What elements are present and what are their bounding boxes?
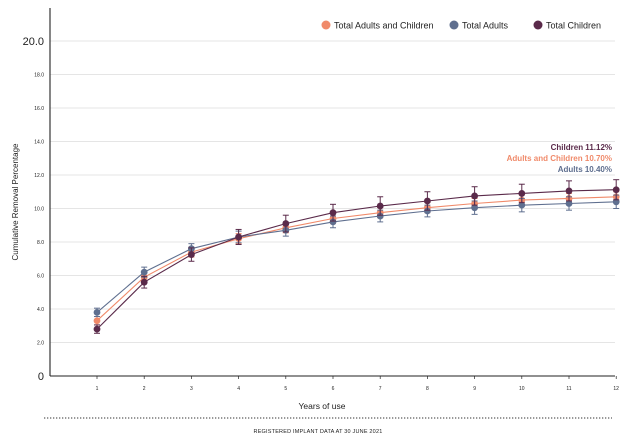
series-line-1 <box>96 201 617 313</box>
legend-marker-children <box>533 20 543 30</box>
x-tick-label-4: 4 <box>237 386 240 392</box>
y-tick-label-4: 4.0 <box>37 307 44 313</box>
data-point-1-11 <box>565 200 573 207</box>
data-point-1-10 <box>518 201 526 209</box>
y-axis-title: Cumulative Removal Percentage <box>11 143 20 260</box>
annotation-adults-children: Adults and Children 10.70% <box>507 154 612 163</box>
data-point-2-3 <box>188 251 195 258</box>
y-tick-label-14: 14.0 <box>34 139 44 145</box>
legend-label-children: Total Children <box>546 21 601 31</box>
y-tick-label-16: 16.0 <box>34 106 44 112</box>
data-point-2-5 <box>282 220 290 227</box>
legend-marker-adults <box>449 20 459 30</box>
data-point-1-7 <box>376 212 384 220</box>
data-point-2-7 <box>376 202 384 210</box>
data-point-1-8 <box>424 207 431 215</box>
y-tick-label-20: 20.0 <box>23 36 44 48</box>
x-tick-label-10: 10 <box>519 386 525 392</box>
axes <box>49 8 617 379</box>
data-point-1-6 <box>329 218 337 226</box>
legend: Total Adults and Children Total Adults T… <box>321 20 601 31</box>
x-tick-label-3: 3 <box>190 386 193 392</box>
x-tick-label-12: 12 <box>613 386 619 392</box>
end-annotations: Children 11.12% Adults and Children 10.7… <box>507 143 612 174</box>
x-tick-label-11: 11 <box>566 386 571 392</box>
x-tick-label-9: 9 <box>473 386 476 392</box>
y-tick-label-10: 10.0 <box>34 206 44 212</box>
data-point-2-8 <box>424 197 431 205</box>
y-tick-label-8: 8.0 <box>37 240 44 246</box>
y-tick-label-0: 0 <box>38 371 44 383</box>
y-tick-label-2: 2.0 <box>37 340 44 346</box>
annotation-children: Children 11.12% <box>551 143 612 152</box>
data-point-0-1 <box>93 317 101 325</box>
series-line-2 <box>96 189 617 330</box>
x-tick-label-1: 1 <box>96 386 99 392</box>
x-tick-label-2: 2 <box>143 386 146 392</box>
x-tick-label-6: 6 <box>332 386 335 392</box>
x-tick-labels: 1 2 3 4 5 6 7 8 9 10 11 12 <box>96 386 620 392</box>
x-tick-label-5: 5 <box>284 386 287 392</box>
x-axis-title: Years of use <box>299 401 346 411</box>
x-tick-label-8: 8 <box>426 386 429 392</box>
series-1 <box>93 194 620 318</box>
legend-marker-adults-children <box>321 20 331 30</box>
annotation-adults: Adults 10.40% <box>558 165 612 174</box>
legend-label-adults-children: Total Adults and Children <box>334 21 434 31</box>
series-2 <box>93 179 620 334</box>
data-point-1-1 <box>93 308 101 316</box>
y-tick-labels: 0 2.0 4.0 6.0 8.0 10.0 12.0 14.0 16.0 18.0 20.0 <box>23 36 45 383</box>
y-tick-label-12: 12.0 <box>34 173 44 179</box>
legend-label-adults: Total Adults <box>462 21 509 31</box>
data-point-2-10 <box>518 190 526 197</box>
data-point-2-1 <box>93 325 101 333</box>
series-layer <box>93 179 620 334</box>
data-point-1-2 <box>140 268 148 276</box>
grid-lines <box>50 40 615 343</box>
footer-note: REGISTERED IMPLANT DATA AT 30 JUNE 2021 <box>254 429 383 435</box>
data-point-2-11 <box>565 187 573 195</box>
data-point-2-12 <box>612 186 620 194</box>
y-tick-label-18: 18.0 <box>34 72 44 78</box>
series-line-0 <box>96 196 617 322</box>
data-point-2-4 <box>235 233 243 241</box>
data-point-1-9 <box>471 204 478 212</box>
data-point-2-9 <box>471 192 478 200</box>
data-point-2-6 <box>329 209 337 217</box>
x-tick-label-7: 7 <box>379 386 382 392</box>
y-tick-label-6: 6.0 <box>37 273 44 279</box>
data-point-2-2 <box>140 278 148 286</box>
